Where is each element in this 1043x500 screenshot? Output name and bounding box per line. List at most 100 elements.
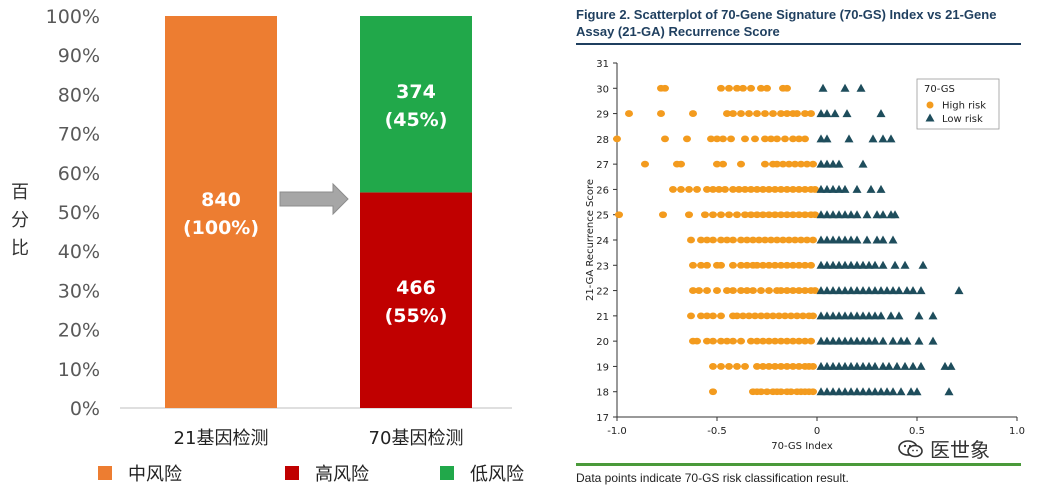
- low-risk-point: [912, 387, 922, 396]
- low-risk-point: [840, 361, 850, 370]
- high-risk-point: [771, 261, 779, 269]
- high-risk-point: [729, 236, 737, 244]
- low-risk-point: [816, 210, 826, 219]
- high-risk-point: [743, 236, 751, 244]
- low-risk-point: [894, 311, 904, 320]
- low-risk-point: [862, 210, 872, 219]
- low-risk-point: [840, 336, 850, 345]
- high-risk-point: [771, 186, 779, 193]
- high-risk-point: [729, 261, 737, 269]
- high-risk-point: [677, 160, 685, 168]
- low-risk-point: [852, 361, 862, 370]
- low-risk-point: [878, 260, 888, 269]
- low-risk-point: [862, 235, 872, 244]
- high-risk-point: [747, 337, 755, 345]
- high-risk-point: [703, 337, 711, 345]
- high-risk-point: [745, 110, 753, 117]
- high-risk-point: [751, 312, 759, 320]
- y-tick-label: 70%: [58, 124, 100, 146]
- y-tick-label: 20%: [58, 320, 100, 342]
- y-tick-label: 40%: [58, 241, 100, 263]
- high-risk-point: [783, 363, 791, 370]
- high-risk-point: [717, 337, 725, 345]
- low-risk-point: [840, 83, 850, 92]
- high-risk-point: [753, 110, 761, 117]
- high-risk-point: [729, 186, 737, 193]
- watermark: 医世象: [898, 434, 990, 463]
- high-risk-point: [757, 84, 765, 92]
- low-risk-point: [822, 260, 832, 269]
- x-category-label: 21基因检测: [174, 428, 269, 449]
- low-risk-point: [852, 311, 862, 320]
- legend-label: 低风险: [470, 464, 524, 485]
- high-risk-point: [717, 211, 725, 219]
- high-risk-point: [741, 363, 749, 370]
- high-risk-point: [787, 312, 795, 320]
- high-risk-point: [751, 135, 759, 143]
- low-risk-point: [852, 336, 862, 345]
- low-risk-point: [846, 387, 856, 396]
- legend-label: 中风险: [128, 464, 182, 485]
- high-risk-point: [763, 388, 771, 396]
- high-risk-point: [753, 186, 761, 193]
- footer-rule: [576, 463, 1021, 466]
- high-risk-point: [761, 236, 769, 244]
- low-risk-point: [852, 260, 862, 269]
- y-tick-label: 80%: [58, 84, 100, 106]
- high-risk-point: [769, 110, 777, 117]
- left-chart-panel: 0% 10% 20% 30% 40% 50% 60% 70% 80% 90% 100% 百分比 840 (…: [11, 6, 524, 485]
- high-risk-point: [777, 261, 785, 269]
- low-risk-point: [834, 235, 844, 244]
- high-risk-point: [725, 211, 733, 219]
- low-risk-point: [816, 184, 826, 193]
- high-risk-point: [789, 337, 797, 345]
- low-risk-point: [870, 361, 880, 370]
- low-risk-point: [852, 184, 862, 193]
- low-risk-point: [896, 387, 906, 396]
- y-tick-label: 23: [596, 261, 609, 272]
- low-risk-point: [890, 260, 900, 269]
- high-risk-point: [789, 211, 797, 219]
- low-risk-point: [816, 235, 826, 244]
- low-risk-point: [822, 286, 832, 295]
- y-tick-label: 20: [596, 337, 609, 348]
- low-risk-point: [876, 387, 886, 396]
- high-risk-point: [803, 236, 811, 244]
- high-risk-point: [753, 363, 761, 370]
- low-risk-point: [858, 159, 868, 168]
- high-risk-point: [743, 261, 751, 269]
- high-risk-point: [719, 135, 727, 143]
- low-risk-point: [828, 311, 838, 320]
- low-risk-point: [954, 286, 964, 295]
- low-risk-point: [870, 260, 880, 269]
- high-risk-point: [765, 287, 773, 294]
- high-risk-point: [747, 84, 755, 92]
- low-risk-point: [908, 361, 918, 370]
- high-risk-point: [783, 337, 791, 345]
- low-risk-point: [864, 260, 874, 269]
- low-risk-point: [882, 387, 892, 396]
- high-risk-point: [769, 312, 777, 320]
- x-axis-title: 70-GS Index: [771, 441, 833, 452]
- high-risk-point: [801, 287, 809, 294]
- high-risk-point: [801, 337, 809, 345]
- high-risk-point: [729, 110, 737, 117]
- high-risk-point: [737, 236, 745, 244]
- high-risk-point: [669, 186, 677, 193]
- high-risk-point: [709, 236, 717, 244]
- high-risk-point: [773, 160, 781, 168]
- low-risk-point: [840, 184, 850, 193]
- legend-label: High risk: [942, 101, 986, 112]
- high-risk-point: [783, 186, 791, 193]
- high-risk-point: [697, 261, 705, 269]
- low-risk-point: [864, 286, 874, 295]
- high-risk-point: [795, 135, 803, 143]
- high-risk-point: [799, 312, 807, 320]
- low-risk-point: [822, 184, 832, 193]
- y-tick-label: 0%: [70, 398, 100, 420]
- low-risk-point: [846, 210, 856, 219]
- high-risk-point: [793, 312, 801, 320]
- low-risk-point: [830, 109, 840, 118]
- high-risk-point: [759, 186, 767, 193]
- low-risk-point: [816, 159, 826, 168]
